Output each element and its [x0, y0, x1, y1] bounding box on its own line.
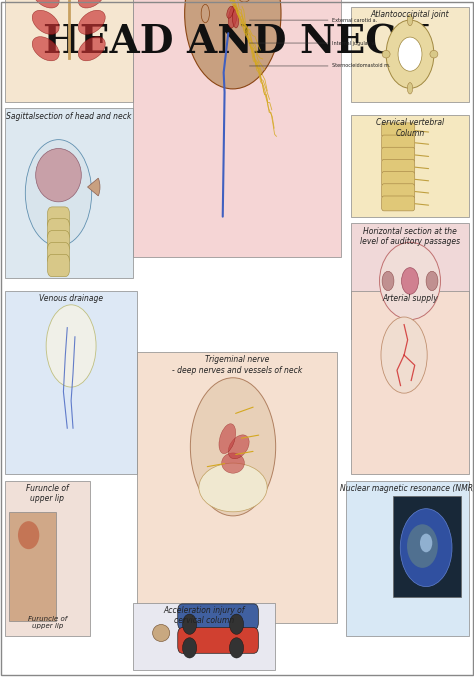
FancyBboxPatch shape: [351, 7, 469, 102]
FancyBboxPatch shape: [47, 207, 70, 230]
Ellipse shape: [25, 139, 91, 246]
Ellipse shape: [430, 50, 438, 58]
FancyBboxPatch shape: [47, 231, 70, 253]
Ellipse shape: [78, 0, 105, 8]
Circle shape: [386, 20, 434, 88]
Ellipse shape: [199, 463, 267, 512]
Text: Acceleration injury of
cervical column: Acceleration injury of cervical column: [163, 606, 245, 626]
FancyArrowPatch shape: [415, 155, 428, 156]
Text: Sternocleidomastoid m.: Sternocleidomastoid m.: [332, 64, 390, 68]
FancyArrowPatch shape: [415, 192, 428, 193]
FancyBboxPatch shape: [382, 159, 415, 174]
FancyBboxPatch shape: [351, 223, 469, 338]
FancyBboxPatch shape: [346, 481, 469, 636]
FancyBboxPatch shape: [133, 0, 341, 257]
Text: HEAD AND NECK: HEAD AND NECK: [44, 24, 430, 62]
Circle shape: [182, 614, 197, 634]
Text: Furuncle of
upper lip: Furuncle of upper lip: [28, 615, 67, 628]
Ellipse shape: [32, 0, 59, 8]
FancyArrowPatch shape: [415, 131, 428, 132]
Text: Sagittalsection of head and neck: Sagittalsection of head and neck: [6, 112, 131, 121]
FancyBboxPatch shape: [5, 0, 133, 102]
FancyBboxPatch shape: [178, 604, 258, 630]
Circle shape: [229, 614, 244, 634]
Ellipse shape: [380, 242, 440, 320]
Ellipse shape: [219, 424, 236, 454]
FancyBboxPatch shape: [178, 628, 258, 653]
Ellipse shape: [407, 83, 413, 94]
Ellipse shape: [46, 305, 96, 387]
Ellipse shape: [36, 148, 82, 202]
Ellipse shape: [401, 267, 419, 294]
FancyBboxPatch shape: [5, 291, 137, 474]
Ellipse shape: [32, 10, 59, 35]
Ellipse shape: [238, 0, 250, 2]
FancyBboxPatch shape: [137, 352, 337, 623]
Ellipse shape: [382, 271, 394, 290]
Ellipse shape: [382, 50, 390, 58]
Ellipse shape: [78, 37, 105, 61]
Ellipse shape: [232, 9, 239, 28]
FancyBboxPatch shape: [351, 115, 469, 217]
FancyArrowPatch shape: [415, 167, 428, 169]
Ellipse shape: [227, 6, 233, 18]
Text: Venous drainage: Venous drainage: [39, 294, 103, 303]
Ellipse shape: [400, 508, 452, 586]
FancyBboxPatch shape: [382, 183, 415, 198]
Ellipse shape: [185, 0, 281, 89]
Text: Arterial supply: Arterial supply: [382, 294, 438, 303]
Ellipse shape: [191, 378, 276, 516]
FancyBboxPatch shape: [393, 496, 461, 597]
Ellipse shape: [222, 453, 245, 473]
Circle shape: [182, 638, 197, 658]
Wedge shape: [88, 178, 100, 196]
Ellipse shape: [201, 4, 210, 23]
FancyBboxPatch shape: [382, 135, 415, 150]
FancyArrowPatch shape: [415, 204, 428, 205]
Ellipse shape: [153, 624, 170, 642]
FancyBboxPatch shape: [47, 242, 70, 265]
Text: External carotid a.: External carotid a.: [332, 18, 377, 22]
FancyBboxPatch shape: [9, 512, 56, 621]
FancyBboxPatch shape: [5, 108, 133, 278]
Ellipse shape: [426, 271, 438, 290]
FancyArrowPatch shape: [415, 179, 428, 181]
Circle shape: [398, 37, 422, 71]
Text: Cervical vertebral
Column: Cervical vertebral Column: [376, 118, 444, 138]
FancyBboxPatch shape: [47, 219, 70, 241]
FancyBboxPatch shape: [382, 171, 415, 186]
Circle shape: [229, 638, 244, 658]
Text: Trigeminal nerve
- deep nerves and vessels of neck: Trigeminal nerve - deep nerves and vesse…: [172, 355, 302, 375]
Ellipse shape: [228, 5, 237, 28]
FancyBboxPatch shape: [382, 123, 415, 137]
FancyBboxPatch shape: [133, 603, 275, 670]
Ellipse shape: [18, 521, 39, 549]
Text: Furuncle of
upper lip: Furuncle of upper lip: [26, 484, 69, 504]
Text: Horizontal section at the
level of auditory passages: Horizontal section at the level of audit…: [360, 227, 460, 246]
Ellipse shape: [32, 37, 59, 61]
Ellipse shape: [420, 533, 432, 552]
Ellipse shape: [78, 10, 105, 35]
FancyBboxPatch shape: [382, 196, 415, 211]
Text: Nuclear magnetic resonance (NMR): Nuclear magnetic resonance (NMR): [340, 484, 474, 493]
FancyBboxPatch shape: [5, 481, 90, 636]
Text: Atlantooccipital joint: Atlantooccipital joint: [371, 10, 449, 19]
FancyBboxPatch shape: [382, 147, 415, 162]
Ellipse shape: [381, 317, 427, 393]
FancyArrowPatch shape: [415, 143, 428, 144]
Ellipse shape: [407, 524, 438, 568]
Ellipse shape: [228, 435, 249, 459]
FancyBboxPatch shape: [47, 255, 70, 277]
Text: Internal jugular v.: Internal jugular v.: [332, 41, 375, 45]
Ellipse shape: [407, 14, 413, 26]
FancyBboxPatch shape: [351, 291, 469, 474]
